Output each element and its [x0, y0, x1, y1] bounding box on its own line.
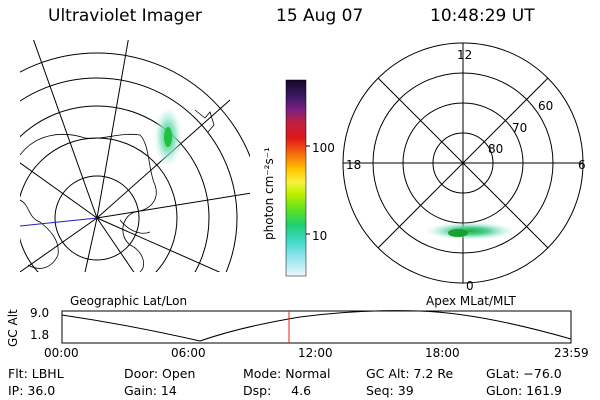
altitude-plot — [61, 310, 572, 344]
info-gcalt: GC Alt: 7.2 Re — [366, 366, 454, 381]
info-mode: Mode: Normal — [243, 366, 331, 381]
mlt-label-12: 12 — [457, 48, 473, 62]
info-glat: GLat: −76.0 — [486, 366, 562, 381]
alt-ytick-1-8: 1.8 — [30, 328, 50, 342]
mlt-label-6: 6 — [578, 158, 586, 172]
apex-map-label: Apex MLat/MLT — [426, 294, 516, 308]
date-label: 15 Aug 07 — [276, 6, 364, 26]
info-door: Door: Open — [124, 366, 196, 381]
info-gain: Gain: 14 — [124, 383, 177, 398]
alt-xtick-12: 12:00 — [298, 346, 333, 360]
alt-ylabel: GC Alt — [6, 309, 20, 347]
apex-polar-plot — [342, 42, 584, 284]
mlt-label-0: 0 — [466, 279, 474, 293]
alt-xtick-18: 18:00 — [425, 346, 460, 360]
time-label: 10:48:29 UT — [430, 6, 535, 26]
alt-ytick-9: 9.0 — [30, 306, 50, 320]
info-dsp: Dsp: 4.6 — [243, 383, 312, 398]
info-ip: IP: 36.0 — [8, 383, 56, 398]
geo-map-label: Geographic Lat/Lon — [70, 294, 188, 308]
mlt-label-18: 18 — [346, 158, 362, 172]
mlat-label-70: 70 — [512, 121, 528, 135]
mlat-label-80: 80 — [488, 142, 504, 156]
info-seq: Seq: 39 — [366, 383, 414, 398]
geographic-map — [20, 40, 250, 272]
colorbar-tick-100: 100 — [312, 141, 335, 155]
alt-xtick-6: 06:00 — [171, 346, 206, 360]
alt-xtick-23-59: 23:59 — [554, 346, 589, 360]
alt-xtick-0: 00:00 — [44, 346, 79, 360]
colorbar-tick-10: 10 — [312, 229, 328, 243]
info-glon: GLon: 161.9 — [486, 383, 562, 398]
colorbar — [285, 79, 310, 277]
instrument-title: Ultraviolet Imager — [48, 6, 202, 26]
colorbar-label: photon cm⁻²s⁻¹ — [262, 147, 276, 240]
mlat-label-60: 60 — [538, 99, 554, 113]
info-flt: Flt: LBHL — [8, 366, 64, 381]
